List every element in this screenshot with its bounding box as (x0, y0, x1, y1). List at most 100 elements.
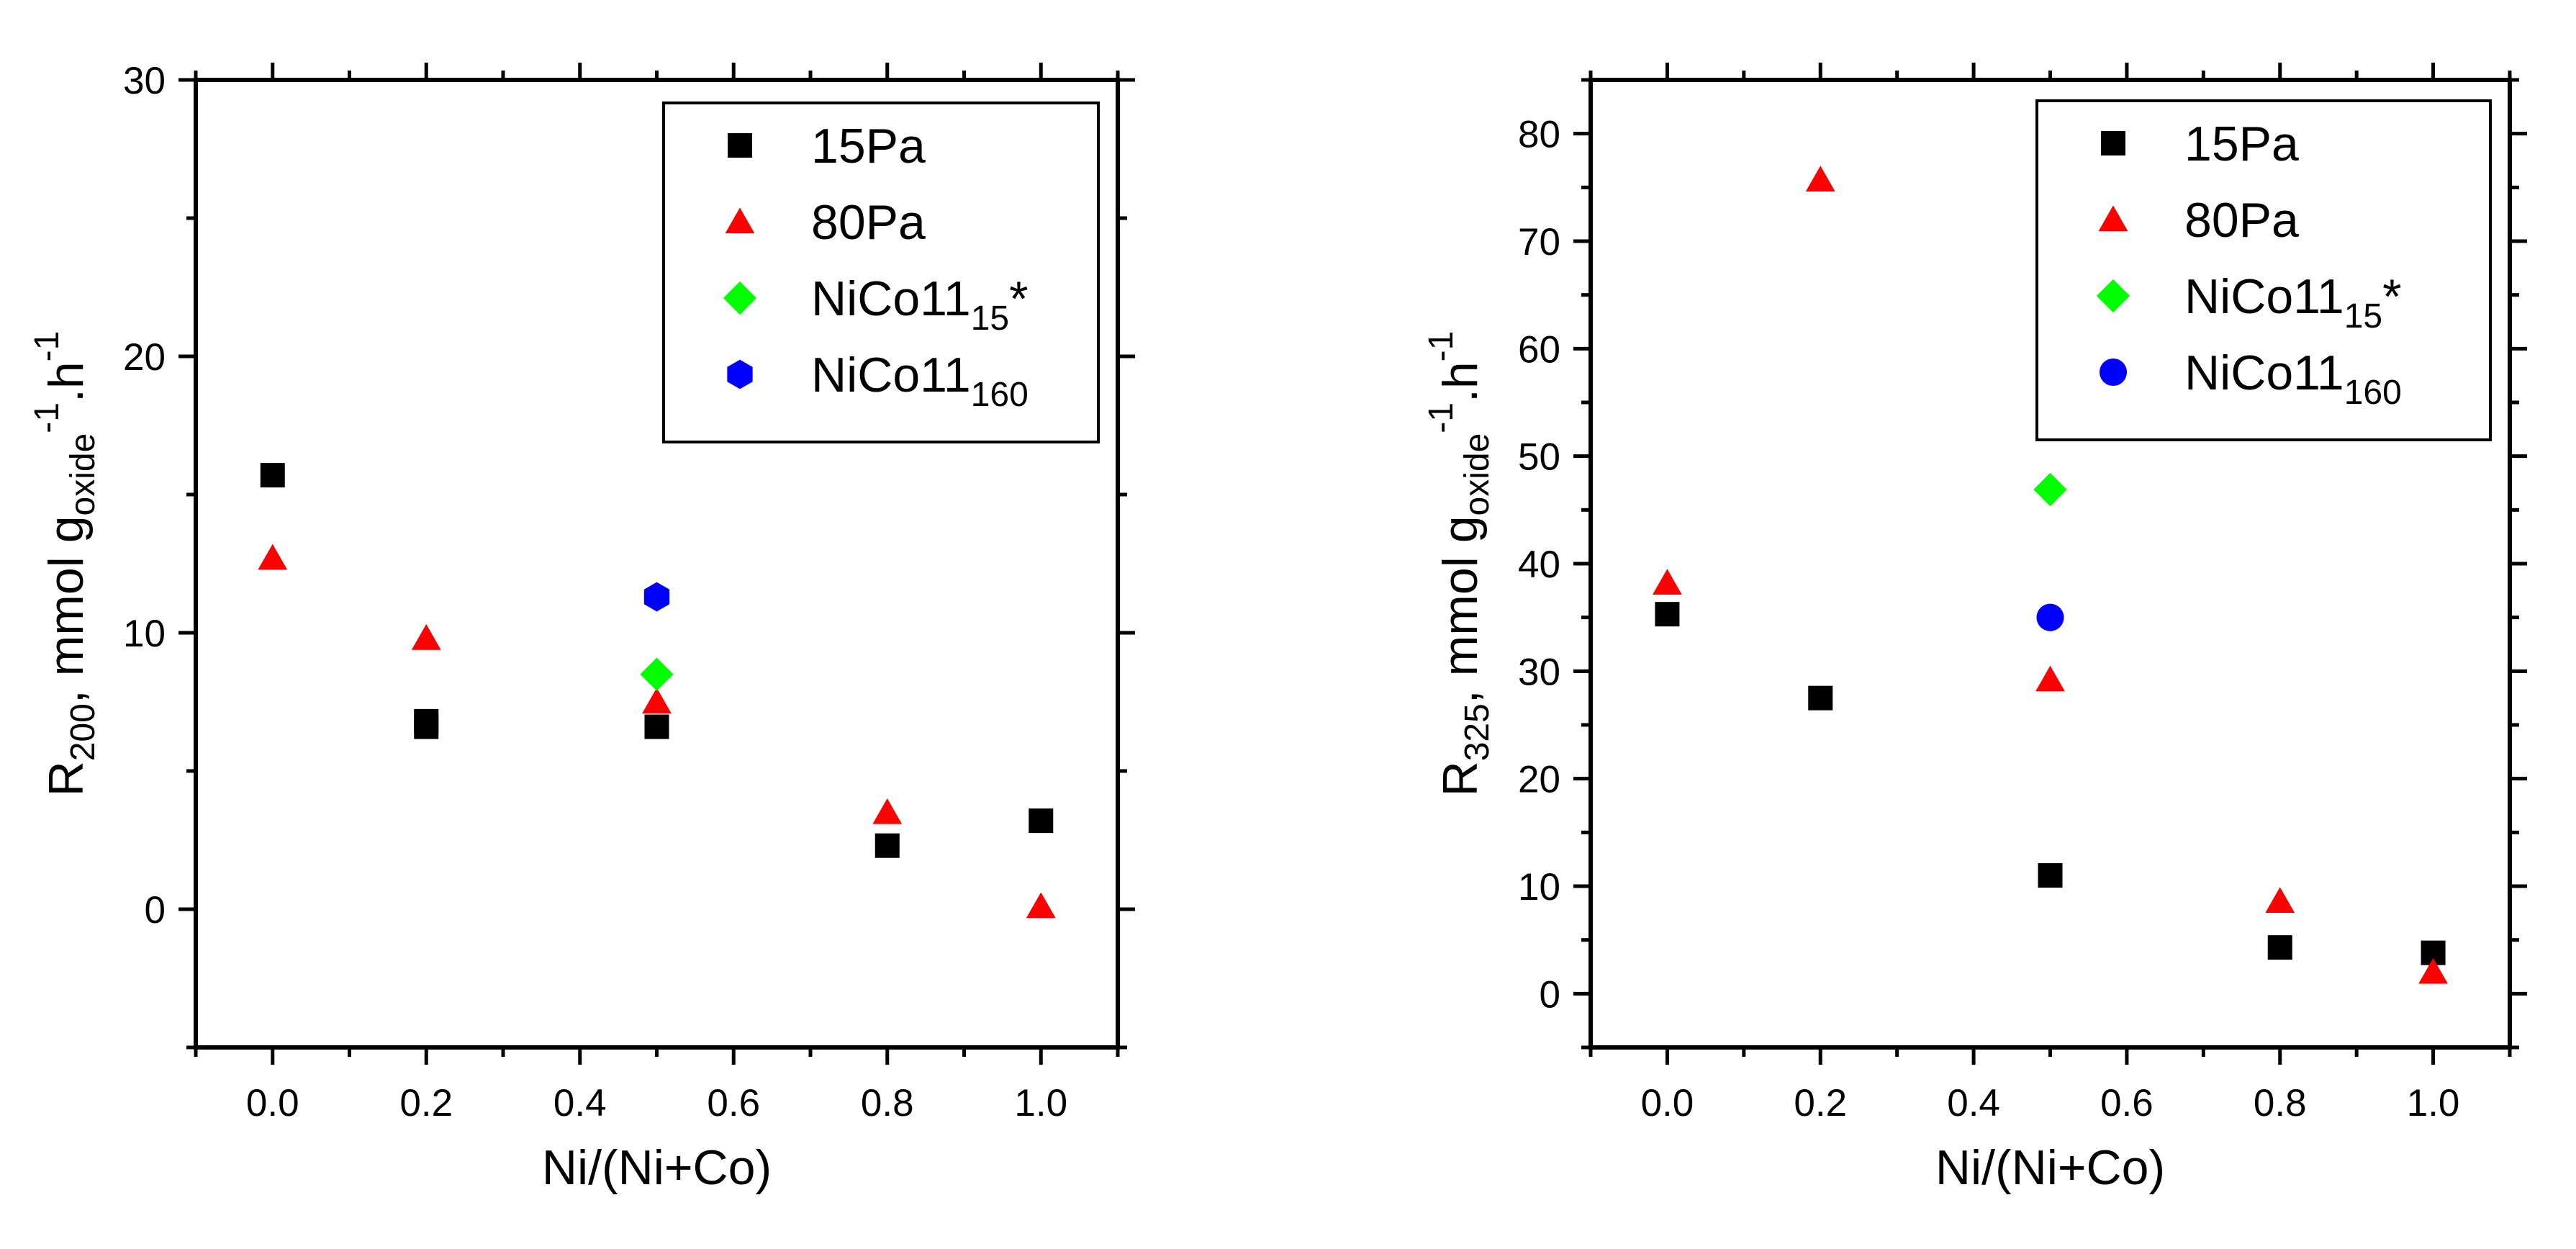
legend-label: 80Pa (811, 195, 926, 250)
data-point-triangle (258, 544, 288, 570)
right-chart: 0.0 0.2 0.4 0.6 0.8 1.0 0 10 20 30 40 50 60 70 80 Ni/(N… (1422, 63, 2527, 1195)
legend-label-main: 15Pa (2184, 117, 2299, 171)
data-point-triangle (1026, 892, 1056, 919)
legend-marker (727, 359, 753, 389)
legend-label: NiCo11160 (2184, 346, 2402, 412)
y-title-rest: , mmol g (1433, 515, 1488, 703)
legend-label-sub: 15 (2344, 297, 2382, 335)
legend-label-main: NiCo11 (2184, 269, 2344, 324)
legend-label-suffix: * (1009, 271, 1028, 326)
y-tick-label: 80 (1518, 114, 1560, 156)
x-tick-label: 1.0 (1014, 1082, 1067, 1124)
data-point-triangle (2265, 887, 2295, 913)
y-title-sup1: -1 (28, 402, 66, 433)
y-title-sup2: -1 (28, 331, 66, 362)
x-tick-label: 1.0 (2407, 1082, 2460, 1124)
x-tick-label: 0.6 (2100, 1082, 2154, 1124)
y-tick-label: 50 (1518, 436, 1560, 479)
legend-label: NiCo1115* (811, 271, 1029, 338)
legend-label: 15Pa (811, 119, 926, 173)
x-tick-label: 0.4 (1947, 1082, 2000, 1124)
y-title-mid: .h (1433, 361, 1488, 402)
legend-label: 80Pa (2184, 193, 2299, 248)
y-tick-label: 0 (145, 889, 166, 932)
legend-marker (2096, 279, 2130, 313)
y-tick-label: 20 (123, 336, 166, 379)
legend-label: NiCo11160 (811, 348, 1029, 414)
y-title-sub: 325 (1458, 703, 1496, 761)
x-tick-label: 0.2 (1794, 1082, 1847, 1124)
legend-marker (723, 281, 757, 315)
legend-marker (2101, 131, 2125, 155)
x-tick-label: 0.8 (861, 1082, 914, 1124)
legend-label-main: NiCo11 (811, 271, 971, 326)
data-point-triangle (2035, 665, 2065, 692)
data-point-square (414, 708, 439, 734)
legend-marker (725, 207, 755, 234)
x-tick-label: 0.2 (399, 1082, 453, 1124)
y-title-main: R (1433, 761, 1488, 796)
legend-label-sub: 160 (971, 376, 1029, 414)
data-point-square (2267, 935, 2292, 960)
data-point-diamond (2033, 472, 2067, 507)
left-chart: 0.0 0.2 0.4 0.6 0.8 1.0 0 10 20 30 Ni/(Ni+Co) R200,… (28, 60, 1135, 1195)
y-tick-label: 60 (1518, 328, 1560, 371)
y-axis-title: R200, mmol goxide-1.h-1 (28, 331, 102, 797)
legend-label-sub: 160 (2344, 374, 2402, 412)
data-point-diamond (640, 657, 674, 691)
data-point-triangle (1653, 569, 1682, 595)
data-point-square (1029, 808, 1054, 834)
legend-label-main: NiCo11 (2184, 346, 2344, 400)
y-tick-label: 10 (123, 613, 166, 655)
legend-marker (728, 133, 752, 158)
legend-label-suffix: * (2382, 269, 2401, 324)
y-title-sup2: -1 (1422, 331, 1460, 362)
legend-label: 15Pa (2184, 117, 2299, 171)
y-axis-title: R325, mmol goxide-1.h-1 (1422, 331, 1496, 797)
data-point-circle (2036, 603, 2064, 631)
x-tick-label: 0.0 (246, 1082, 299, 1124)
data-point-triangle (411, 624, 441, 650)
legend-label-sub: 15 (971, 299, 1009, 338)
y-title-sub2: oxide (1458, 433, 1496, 516)
data-point-square (1655, 602, 1680, 627)
legend-label-main: NiCo11 (811, 348, 971, 402)
y-title-sub: 200 (64, 703, 102, 761)
data-point-hexagon (643, 582, 670, 612)
y-tick-label: 30 (123, 60, 166, 102)
y-title-sub2: oxide (64, 433, 102, 516)
legend-label-main: 80Pa (2184, 193, 2299, 248)
y-tick-label: 40 (1518, 544, 1560, 586)
y-title-mid: .h (39, 361, 94, 402)
y-tick-label: 20 (1518, 759, 1560, 801)
legend-label: NiCo1115* (2184, 269, 2402, 335)
y-tick-label: 0 (1540, 973, 1560, 1016)
data-point-square (644, 714, 669, 739)
y-tick-label: 10 (1518, 866, 1560, 908)
x-tick-label: 0.8 (2254, 1082, 2307, 1124)
y-title-sup1: -1 (1422, 402, 1460, 433)
data-point-square (1808, 685, 1833, 711)
legend-label-main: 80Pa (811, 195, 926, 250)
y-title-rest: , mmol g (39, 515, 94, 703)
x-tick-label: 0.6 (707, 1082, 760, 1124)
y-title-main: R (39, 761, 94, 796)
data-point-square (260, 463, 285, 488)
x-tick-label: 0.0 (1641, 1082, 1694, 1124)
data-point-square (875, 833, 900, 858)
legend-marker (2099, 358, 2128, 387)
data-point-triangle (872, 798, 903, 824)
y-tick-label: 70 (1518, 221, 1560, 263)
x-axis-title: Ni/(Ni+Co) (1935, 1140, 2165, 1195)
data-point-triangle (2418, 957, 2448, 984)
data-point-square (2038, 863, 2063, 888)
y-tick-label: 30 (1518, 651, 1560, 693)
x-axis-title: Ni/(Ni+Co) (542, 1140, 772, 1195)
legend-label-main: 15Pa (811, 119, 926, 173)
x-tick-label: 0.4 (553, 1082, 607, 1124)
data-point-triangle (1805, 166, 1835, 191)
legend-marker (2098, 205, 2128, 232)
